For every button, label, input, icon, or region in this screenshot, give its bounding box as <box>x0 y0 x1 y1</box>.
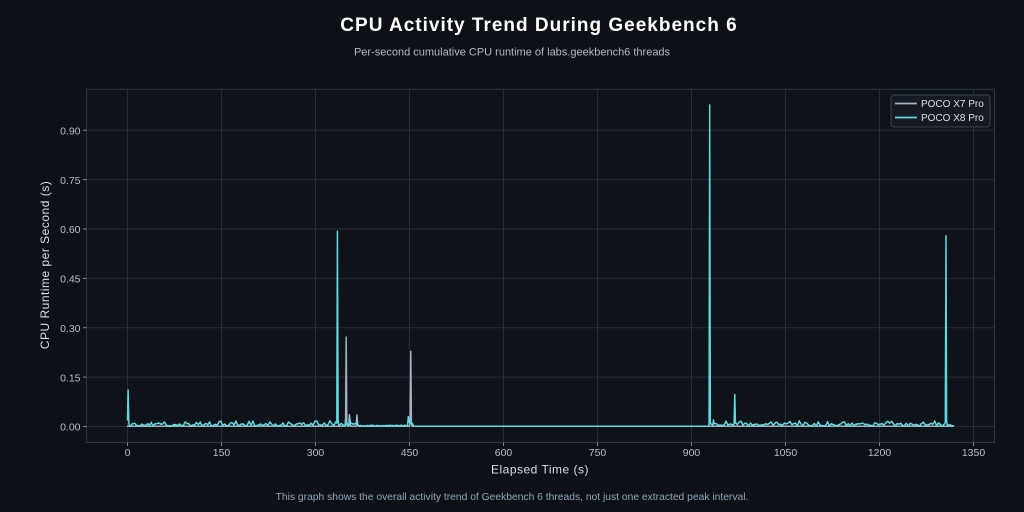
svg-text:150: 150 <box>213 447 231 459</box>
svg-text:0.45: 0.45 <box>60 274 81 286</box>
svg-text:CPU Runtime per Second (s): CPU Runtime per Second (s) <box>38 181 52 349</box>
svg-text:300: 300 <box>307 447 325 459</box>
svg-text:POCO X8 Pro: POCO X8 Pro <box>921 113 984 124</box>
svg-text:0: 0 <box>125 447 131 459</box>
svg-text:0.15: 0.15 <box>60 372 81 384</box>
svg-text:This graph shows the overall a: This graph shows the overall activity tr… <box>276 492 749 503</box>
svg-text:Elapsed Time (s): Elapsed Time (s) <box>491 463 589 477</box>
svg-text:0.00: 0.00 <box>60 422 81 434</box>
svg-text:450: 450 <box>401 447 419 459</box>
svg-text:0.30: 0.30 <box>60 323 81 335</box>
svg-text:0.75: 0.75 <box>60 175 81 187</box>
svg-text:1350: 1350 <box>962 447 986 459</box>
svg-text:750: 750 <box>589 447 607 459</box>
svg-text:POCO X7 Pro: POCO X7 Pro <box>921 99 984 110</box>
svg-text:0.60: 0.60 <box>60 224 81 236</box>
svg-text:CPU Activity Trend During Geek: CPU Activity Trend During Geekbench 6 <box>340 15 737 36</box>
svg-text:Per-second cumulative CPU runt: Per-second cumulative CPU runtime of lab… <box>354 47 671 59</box>
svg-text:0.90: 0.90 <box>60 125 81 137</box>
svg-text:1200: 1200 <box>868 447 892 459</box>
svg-text:900: 900 <box>683 447 701 459</box>
svg-text:1050: 1050 <box>774 447 798 459</box>
svg-text:600: 600 <box>495 447 513 459</box>
